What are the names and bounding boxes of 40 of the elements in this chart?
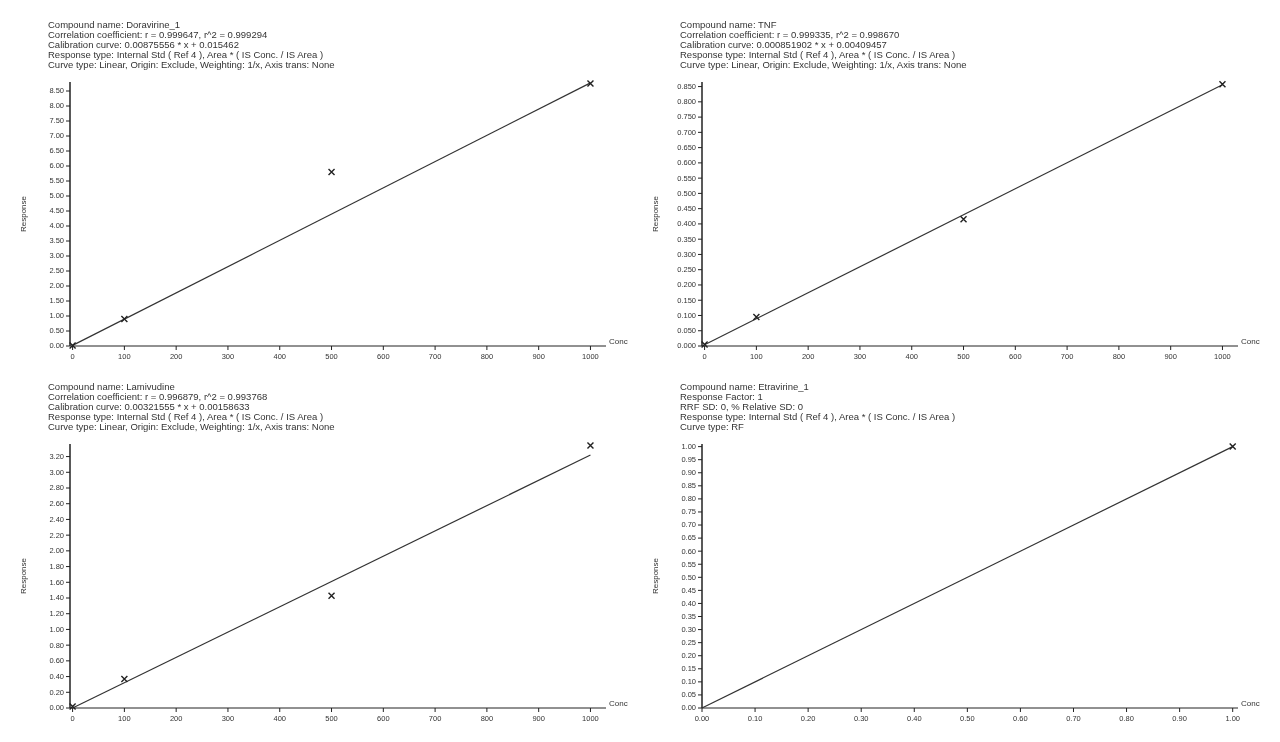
text: Curve type: Linear, Origin: Exclude, Weighting: 1/x, Axis trans: None xyxy=(680,59,967,70)
x-axis-title: Conc xyxy=(1241,699,1260,708)
point xyxy=(327,168,336,176)
y-axis-title: Response xyxy=(651,557,660,595)
point xyxy=(327,591,336,600)
point xyxy=(120,675,129,683)
text: Curve type: RF xyxy=(680,421,745,432)
point xyxy=(1218,80,1227,88)
point xyxy=(752,313,761,321)
text: Response type: Internal Std ( Ref 4 ), Area * ( IS Conc. / IS Area ) xyxy=(48,411,324,422)
text: RRF SD: 0, % Relative SD: 0 xyxy=(680,401,804,412)
text: Response type: Internal Std ( Ref 4 ), Area * ( IS Conc. / IS Area ) xyxy=(680,49,956,60)
x-axis-title: Conc xyxy=(609,699,628,708)
point xyxy=(586,441,595,450)
x-axis-title: Conc xyxy=(609,337,628,346)
point xyxy=(586,79,595,88)
y-axis-title: Response xyxy=(651,195,660,233)
point xyxy=(959,215,968,224)
text: Correlation coefficient: r = 0.999647, r^2 = 0.999294 xyxy=(48,29,268,40)
point xyxy=(68,341,77,350)
text: Curve type: Linear, Origin: Exclude, Weighting: 1/x, Axis trans: None xyxy=(48,421,335,432)
text: Calibration curve: 0.00321555 * x + 0.00158633 xyxy=(48,401,250,412)
text: Response Factor: 1 xyxy=(680,391,763,402)
chart-title: Compound name: Etravirine_1 xyxy=(680,381,809,392)
point xyxy=(68,702,77,711)
chart-title: Compound name: Lamivudine xyxy=(48,381,175,392)
point xyxy=(700,340,709,349)
text: Correlation coefficient: r = 0.996879, r^2 = 0.993768 xyxy=(48,391,268,402)
text: Calibration curve: 0.000851902 * x + 0.00409457 xyxy=(680,39,887,50)
y-axis-title: Response xyxy=(19,557,28,595)
y-axis-title: Response xyxy=(19,195,28,233)
point xyxy=(120,315,129,323)
chart-title: Compound name: TNF xyxy=(680,19,777,30)
x-axis-title: Conc xyxy=(1241,337,1260,346)
text: Curve type: Linear, Origin: Exclude, Weighting: 1/x, Axis trans: None xyxy=(48,59,335,70)
text: Calibration curve: 0.00875556 * x + 0.015462 xyxy=(48,39,239,50)
chart-title: Compound name: Doravirine_1 xyxy=(48,19,181,30)
text: Correlation coefficient: r = 0.999335, r^2 = 0.998670 xyxy=(680,29,900,40)
text: Response type: Internal Std ( Ref 4 ), Area * ( IS Conc. / IS Area ) xyxy=(680,411,956,422)
text: Response type: Internal Std ( Ref 4 ), Area * ( IS Conc. / IS Area ) xyxy=(48,49,324,60)
